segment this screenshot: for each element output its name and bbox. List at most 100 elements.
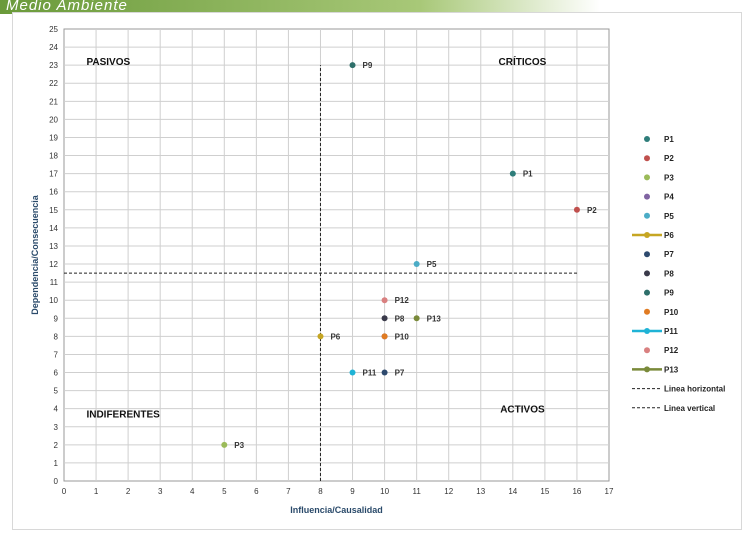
x-tick-label: 1 (94, 487, 99, 496)
point-label-p1: P1 (523, 170, 533, 179)
x-tick-label: 2 (126, 487, 131, 496)
y-tick-label: 19 (49, 133, 58, 142)
point-label-p11: P11 (363, 369, 377, 378)
x-tick-label: 14 (508, 487, 517, 496)
y-tick-label: 25 (49, 25, 58, 34)
y-axis-title: Dependencia/Consecuencia (30, 194, 40, 315)
quadrant-label-pasivos: PASIVOS (86, 57, 130, 68)
data-point-p2 (573, 206, 580, 213)
y-tick-label: 21 (49, 97, 58, 106)
point-label-p5: P5 (427, 260, 437, 269)
point-label-p8: P8 (395, 314, 405, 323)
data-point-p6 (317, 333, 324, 340)
x-axis-title: Influencia/Causalidad (290, 505, 383, 515)
legend-label-p2: P2 (664, 154, 674, 163)
data-point-p7 (381, 369, 388, 376)
legend-marker-p13 (644, 366, 650, 373)
y-tick-label: 2 (54, 441, 59, 450)
data-point-p11 (349, 369, 356, 376)
legend-label-vertical: Linea vertical (664, 404, 715, 413)
data-point-p10 (381, 333, 388, 340)
legend-marker-p2 (644, 155, 650, 162)
legend-label-p4: P4 (664, 193, 674, 202)
legend-label-p13: P13 (664, 365, 679, 374)
point-label-p9: P9 (363, 61, 373, 70)
x-tick-label: 11 (412, 487, 421, 496)
x-tick-label: 6 (254, 487, 259, 496)
y-tick-label: 11 (50, 278, 59, 287)
plot-area (63, 28, 610, 482)
y-tick-label: 12 (49, 260, 58, 269)
legend-marker-p10 (644, 308, 650, 315)
legend-marker-p1 (644, 136, 650, 142)
data-point-p13 (413, 315, 420, 322)
data-point-p8 (381, 315, 388, 322)
quadrant-label-indiferentes: INDIFERENTES (86, 410, 160, 421)
data-point-p12 (381, 297, 388, 304)
legend-marker-p7 (644, 251, 650, 258)
y-tick-label: 1 (54, 459, 59, 468)
x-tick-label: 16 (572, 487, 581, 496)
x-tick-label: 17 (605, 487, 614, 496)
quadrant-label-activos: ACTIVOS (500, 404, 545, 415)
legend-label-p8: P8 (664, 269, 674, 278)
legend-marker-p11 (644, 328, 650, 334)
x-tick-label: 3 (158, 487, 163, 496)
header-bar: Medio Ambiente (0, 0, 600, 14)
y-tick-label: 20 (49, 115, 58, 124)
legend-marker-p12 (644, 347, 650, 354)
y-tick-label: 0 (54, 477, 59, 486)
y-tick-label: 23 (49, 61, 58, 70)
y-tick-label: 6 (54, 369, 59, 378)
legend-label-p5: P5 (664, 212, 674, 221)
x-tick-label: 15 (540, 487, 549, 496)
legend-label-p1: P1 (664, 135, 674, 144)
x-tick-label: 9 (350, 487, 355, 496)
x-tick-label: 13 (476, 487, 485, 496)
point-label-p6: P6 (330, 332, 340, 341)
y-tick-label: 10 (49, 296, 58, 305)
legend-marker-p9 (644, 289, 650, 296)
legend-label-p7: P7 (664, 250, 674, 259)
y-tick-label: 8 (54, 332, 59, 341)
legend-label-horizontal: Linea horizontal (664, 385, 725, 394)
legend-label-p6: P6 (664, 231, 674, 240)
legend-label-p12: P12 (664, 346, 679, 355)
legend-marker-p3 (644, 174, 650, 181)
header-title: Medio Ambiente (6, 0, 128, 14)
point-label-p12: P12 (395, 296, 410, 305)
legend-marker-p6 (644, 232, 650, 238)
quadrant-label-criticos: CRÍTICOS (499, 55, 547, 68)
point-label-p10: P10 (395, 332, 410, 341)
x-tick-label: 8 (318, 487, 323, 496)
legend-label-p10: P10 (664, 308, 679, 317)
legend-label-p3: P3 (664, 173, 674, 182)
data-point-p1 (509, 170, 516, 177)
legend-marker-p5 (644, 212, 650, 219)
y-tick-label: 22 (49, 79, 58, 88)
y-tick-label: 4 (54, 405, 59, 414)
legend-label-p11: P11 (664, 327, 678, 336)
point-label-p3: P3 (234, 441, 244, 450)
y-tick-label: 16 (49, 188, 58, 197)
x-tick-label: 12 (444, 487, 453, 496)
x-tick-label: 5 (222, 487, 227, 496)
y-tick-label: 13 (49, 242, 58, 251)
data-point-p9 (349, 62, 356, 69)
legend-label-p9: P9 (664, 289, 674, 298)
legend-marker-p4 (644, 193, 650, 200)
point-label-p2: P2 (587, 206, 597, 215)
x-tick-label: 4 (190, 487, 195, 496)
y-tick-label: 5 (54, 387, 59, 396)
y-tick-label: 24 (49, 43, 58, 52)
x-tick-label: 0 (62, 487, 67, 496)
x-tick-label: 10 (380, 487, 389, 496)
data-point-p3 (221, 441, 228, 448)
point-label-p13: P13 (427, 314, 442, 323)
data-point-p5 (413, 261, 420, 268)
y-tick-label: 15 (49, 206, 58, 215)
x-tick-label: 7 (286, 487, 291, 496)
y-tick-label: 9 (54, 314, 59, 323)
y-tick-label: 3 (54, 423, 59, 432)
